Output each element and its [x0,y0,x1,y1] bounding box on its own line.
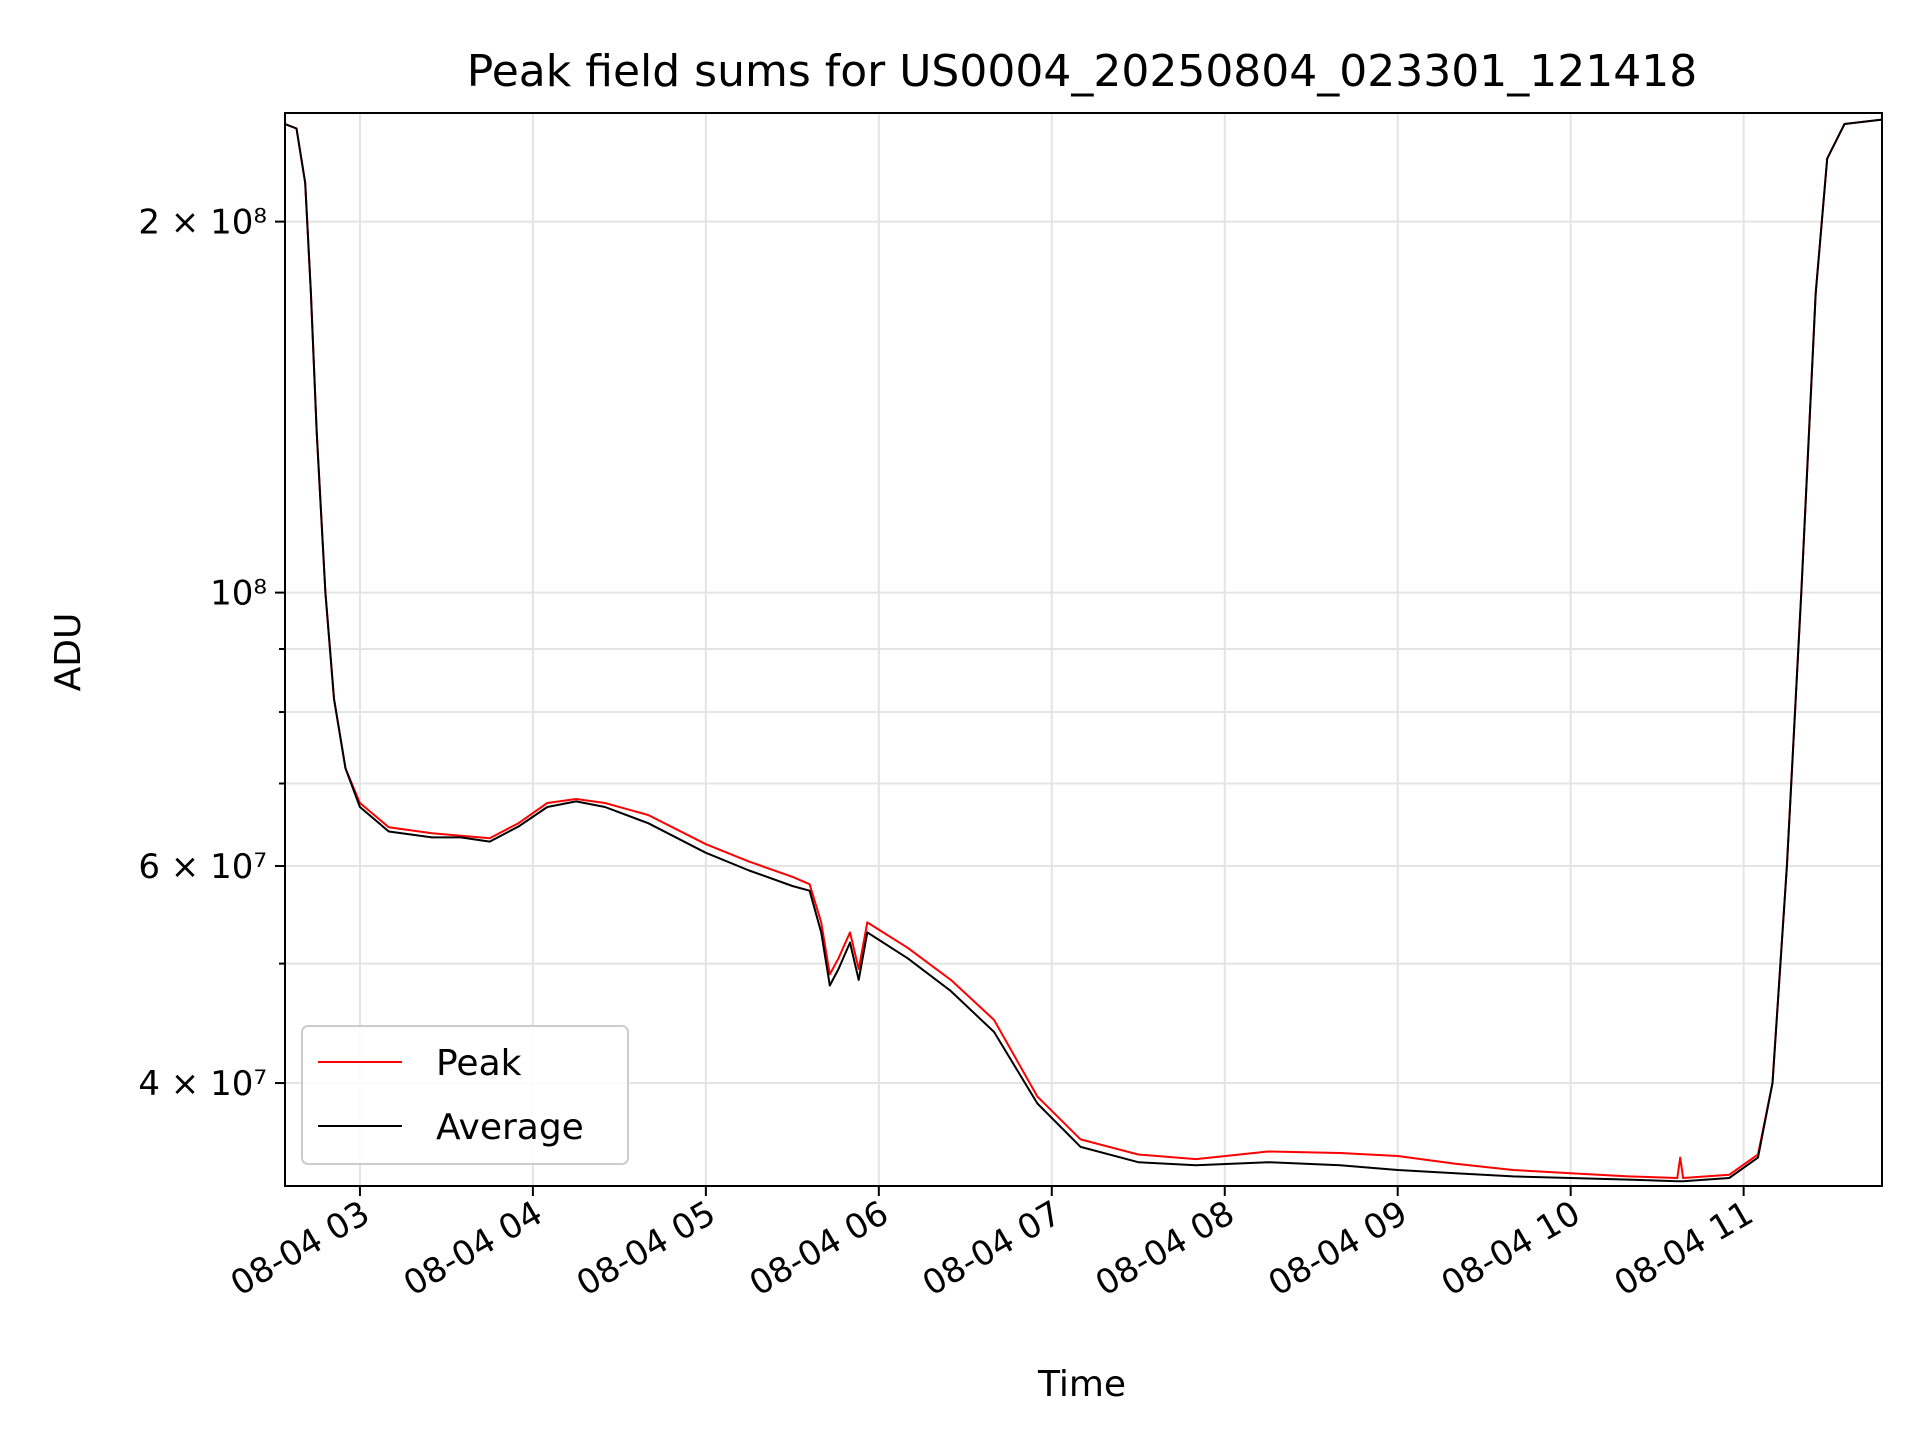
series-line-peak [285,118,1882,1179]
chart-title: Peak field sums for US0004_20250804_0233… [467,46,1697,97]
y-tick-label: 4 × 10⁷ [138,1064,267,1104]
y-tick-label: 2 × 10⁸ [138,203,267,243]
legend-label-average: Average [436,1107,584,1148]
y-tick-label: 10⁸ [210,574,267,614]
series-line-average [285,118,1882,1183]
grid [285,113,1882,1186]
legend: Peak Average [301,1025,629,1165]
y-axis: 4 × 10⁷ 6 × 10⁷ 10⁸ 2 × 10⁸ [138,203,285,1104]
series-layer [285,118,1882,1183]
y-tick-label: 6 × 10⁷ [138,847,267,887]
x-axis-label: Time [1037,1364,1126,1405]
legend-box [301,1025,629,1165]
legend-label-peak: Peak [436,1043,522,1084]
y-axis-label: ADU [48,613,89,692]
